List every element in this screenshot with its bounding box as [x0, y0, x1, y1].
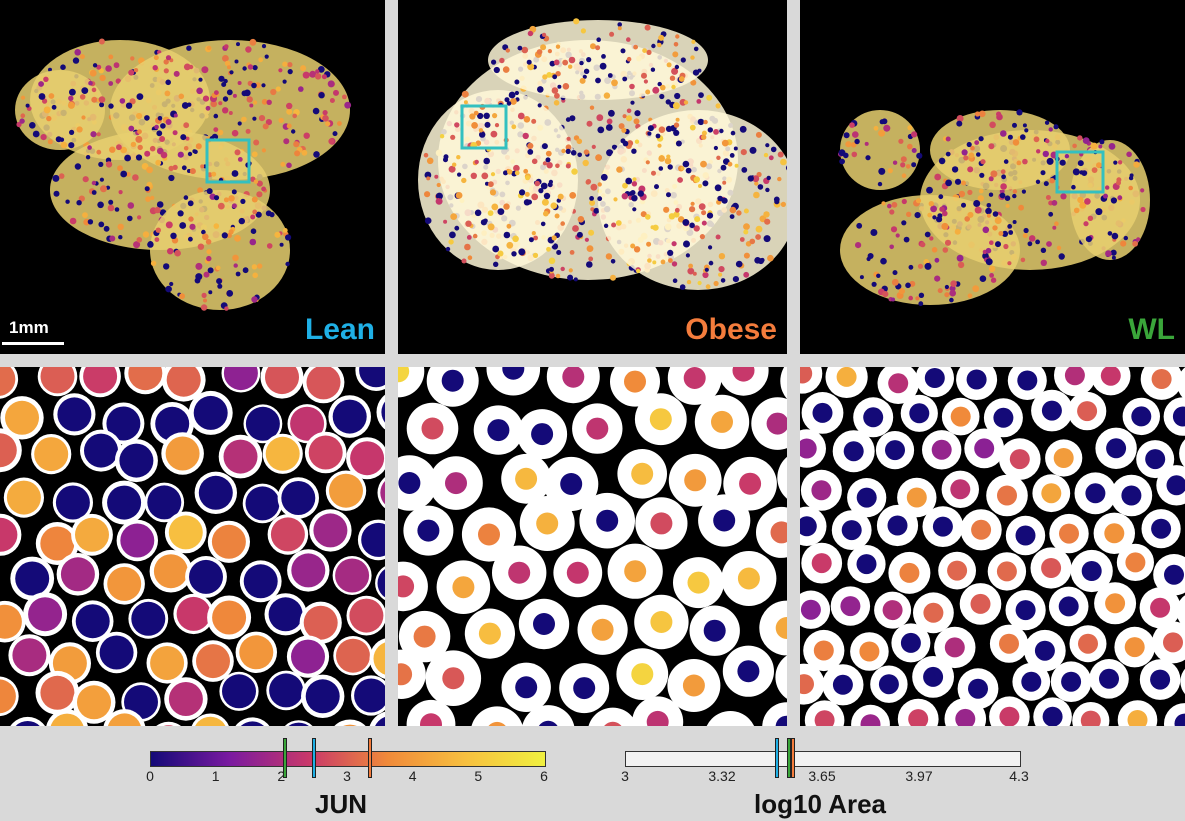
zoomed-cells-lean: [0, 367, 385, 726]
zoom-panel-lean: [0, 367, 385, 726]
jun-tick-label: 5: [474, 768, 483, 784]
jun-tick-label: 2: [277, 768, 286, 784]
area-axis-title: log10 Area: [754, 789, 886, 819]
scale-bar-label: 1mm: [9, 318, 49, 337]
area-colorbar: [625, 751, 1021, 767]
jun-tick-label: 1: [211, 768, 220, 784]
roi-box: [205, 138, 251, 184]
jun-colorbar: [150, 751, 546, 767]
cell-grid: [0, 367, 385, 726]
area-marker-obese: [791, 738, 796, 778]
jun-marker-lean: [312, 738, 317, 778]
tissue-cells: [838, 109, 1150, 307]
area-tick-label: 3: [621, 768, 629, 784]
cell-grid: [398, 367, 787, 726]
zoom-panel-obese: [398, 367, 787, 726]
overview-panel-lean: 1mm Lean: [0, 0, 385, 354]
jun-axis-title: JUN: [314, 789, 368, 819]
jun-tick-label: 6: [540, 768, 548, 784]
cell-grid: [800, 367, 1185, 726]
zoomed-cells-obese: [398, 367, 787, 726]
area-tick-label: 3.32: [708, 768, 736, 784]
jun-tick-label: 3: [343, 768, 351, 784]
area-marker-wl: [786, 738, 791, 778]
jun-marker-obese: [367, 738, 372, 778]
tissue-section-obese: [418, 18, 787, 290]
overview-panel-wl: WL: [800, 0, 1185, 354]
zoom-panel-wl: [800, 367, 1185, 726]
tissue-section-wl: [838, 109, 1150, 307]
roi-box: [1055, 150, 1105, 194]
panel-label-obese: Obese: [685, 313, 777, 346]
zoomed-cells-wl: [800, 367, 1185, 726]
panel-label-wl: WL: [1128, 313, 1175, 346]
jun-tick-label: 0: [146, 768, 154, 784]
tissue-cells: [15, 38, 352, 311]
area-marker-lean: [774, 738, 779, 778]
jun-marker-wl: [283, 738, 288, 778]
overview-panel-obese: Obese: [398, 0, 787, 354]
tissue-section-lean: [15, 38, 352, 311]
panel-label-lean: Lean: [304, 313, 375, 346]
jun-tick-label: 4: [408, 768, 417, 784]
area-tick-label: 4.3: [1009, 768, 1029, 784]
tissue-cells: [418, 18, 787, 290]
roi-box: [460, 104, 508, 150]
area-tick-label: 3.65: [808, 768, 836, 784]
area-tick-label: 3.97: [905, 768, 933, 784]
legend-area: 0 1 2 3 4 5 6 JUN 3 3.32 3.65 3.97 4.3 log10 Area: [0, 727, 1185, 821]
scale-bar: [2, 342, 64, 345]
